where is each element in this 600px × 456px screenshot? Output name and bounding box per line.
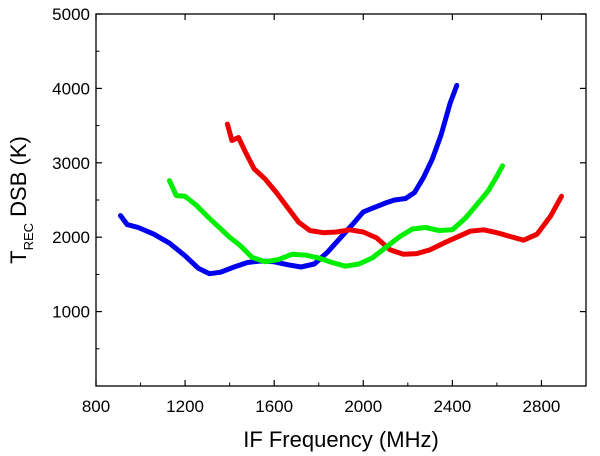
x-tick-label: 800	[82, 397, 110, 416]
y-tick-label: 2000	[52, 228, 90, 247]
y-tick-label: 4000	[52, 79, 90, 98]
x-tick-label: 2000	[344, 397, 382, 416]
y-tick-label: 5000	[52, 5, 90, 24]
plot-border	[95, 13, 587, 387]
series-line-green	[167, 163, 505, 269]
y-axis-title-rest: DSB (K)	[6, 136, 31, 223]
y-axis-title-main: T	[6, 250, 31, 263]
series-line-blue	[118, 82, 460, 277]
y-ticks: 1000 2000 3000 4000 5000	[52, 5, 586, 350]
y-tick-label: 3000	[52, 154, 90, 173]
x-axis-title: IF Frequency (MHz)	[243, 427, 439, 452]
y-axis-title-subscript: REC	[21, 223, 36, 250]
x-tick-label: 2400	[433, 397, 471, 416]
x-ticks: 800 1200 1600 2000 2400 2800	[82, 14, 561, 416]
series-group	[118, 82, 564, 277]
plot-frame	[95, 13, 587, 387]
series-line-red	[224, 121, 564, 257]
x-tick-label: 1600	[255, 397, 293, 416]
y-axis-title: TREC DSB (K)	[6, 136, 36, 264]
y-tick-label: 1000	[52, 303, 90, 322]
x-tick-label: 2800	[523, 397, 561, 416]
x-tick-label: 1200	[166, 397, 204, 416]
